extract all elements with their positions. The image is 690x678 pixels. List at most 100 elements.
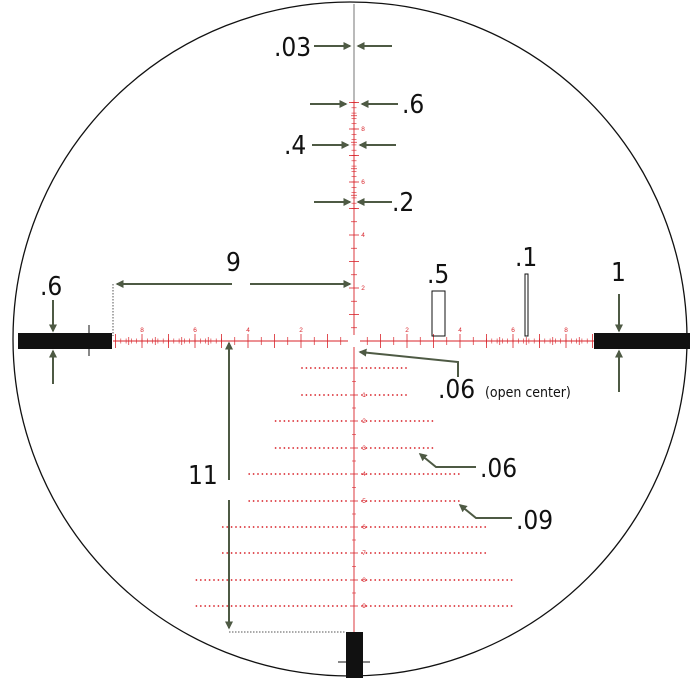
holdover-dot: [284, 526, 286, 528]
holdover-dot: [336, 367, 338, 369]
holdover-dot: [341, 447, 343, 449]
holdover-dot: [383, 526, 385, 528]
holdover-dot: [361, 367, 363, 369]
holdover-dot: [341, 605, 343, 607]
holdover-dot: [383, 447, 385, 449]
holdover-dot: [275, 473, 277, 475]
holdover-dot: [319, 367, 321, 369]
holdover-dot: [306, 420, 308, 422]
holdover-dot: [405, 605, 407, 607]
holdover-dot: [401, 526, 403, 528]
holdover-dot: [374, 473, 376, 475]
holdover-dot: [306, 447, 308, 449]
lower-scale-number: 8: [362, 577, 366, 584]
holdover-dot: [370, 473, 372, 475]
bar-05-outline: [432, 291, 445, 336]
label-dot-06: .06: [480, 454, 517, 484]
holdover-dot: [336, 447, 338, 449]
holdover-dot: [418, 579, 420, 581]
holdover-dot: [401, 552, 403, 554]
holdover-dot: [306, 605, 308, 607]
holdover-dot: [427, 579, 429, 581]
label-span-11: 11: [188, 461, 218, 491]
holdover-dot: [275, 447, 277, 449]
holdover-dot: [471, 552, 473, 554]
holdover-dot: [414, 579, 416, 581]
holdover-dot: [323, 367, 325, 369]
holdover-dot: [323, 447, 325, 449]
holdover-dot: [310, 605, 312, 607]
holdover-dot: [336, 526, 338, 528]
holdover-dot: [392, 473, 394, 475]
holdover-dot: [493, 605, 495, 607]
holdover-dot: [392, 579, 394, 581]
holdover-dot: [423, 447, 425, 449]
holdover-dot: [370, 420, 372, 422]
holdover-dot: [427, 500, 429, 502]
holdover-dot: [392, 447, 394, 449]
holdover-dot: [379, 605, 381, 607]
holdover-dot: [462, 579, 464, 581]
right-post: [594, 333, 690, 349]
holdover-dot: [240, 526, 242, 528]
holdover-dot: [262, 526, 264, 528]
holdover-dot: [231, 552, 233, 554]
holdover-dot: [301, 394, 303, 396]
holdover-dot: [427, 473, 429, 475]
holdover-dot: [445, 473, 447, 475]
holdover-dot: [345, 526, 347, 528]
holdover-dot: [383, 420, 385, 422]
left-post: [18, 333, 112, 349]
holdover-dot: [401, 447, 403, 449]
holdover-dot: [314, 394, 316, 396]
holdover-dot: [279, 420, 281, 422]
holdover-dot: [279, 473, 281, 475]
label-03: .03: [274, 33, 311, 63]
holdover-dot: [262, 579, 264, 581]
holdover-dot: [374, 500, 376, 502]
holdover-dot: [292, 579, 294, 581]
holdover-dot: [449, 552, 451, 554]
holdover-dot: [388, 605, 390, 607]
holdover-dot: [248, 605, 250, 607]
holdover-dot: [374, 526, 376, 528]
holdover-dot: [332, 394, 334, 396]
holdover-dot: [440, 605, 442, 607]
holdover-dot: [383, 605, 385, 607]
holdover-dot: [374, 394, 376, 396]
holdover-dot: [270, 605, 272, 607]
holdover-dot: [423, 473, 425, 475]
holdover-dot: [427, 526, 429, 528]
holdover-dot: [292, 420, 294, 422]
holdover-dot: [454, 526, 456, 528]
holdover-dot: [392, 420, 394, 422]
holdover-dot: [345, 394, 347, 396]
holdover-dot: [275, 579, 277, 581]
holdover-dot: [432, 420, 434, 422]
lower-scale-number: 4: [362, 471, 366, 478]
holdover-dot: [341, 367, 343, 369]
holdover-dot: [275, 500, 277, 502]
holdover-dot: [423, 500, 425, 502]
holdover-dot: [314, 447, 316, 449]
holdover-dot: [235, 605, 237, 607]
holdover-dot: [314, 420, 316, 422]
holdover-dot: [336, 420, 338, 422]
holdover-dot: [392, 526, 394, 528]
h-scale-number: 8: [140, 327, 144, 334]
holdover-dot: [341, 526, 343, 528]
holdover-dot: [288, 447, 290, 449]
holdover-dot: [297, 579, 299, 581]
holdover-dot: [462, 526, 464, 528]
holdover-dot: [458, 500, 460, 502]
holdover-dot: [445, 605, 447, 607]
holdover-dot: [379, 394, 381, 396]
holdover-dot: [392, 394, 394, 396]
holdover-dot: [410, 526, 412, 528]
holdover-dot: [341, 579, 343, 581]
holdover-dot: [396, 579, 398, 581]
holdover-dot: [266, 552, 268, 554]
holdover-dot: [418, 447, 420, 449]
holdover-dot: [275, 420, 277, 422]
holdover-dot: [328, 394, 330, 396]
